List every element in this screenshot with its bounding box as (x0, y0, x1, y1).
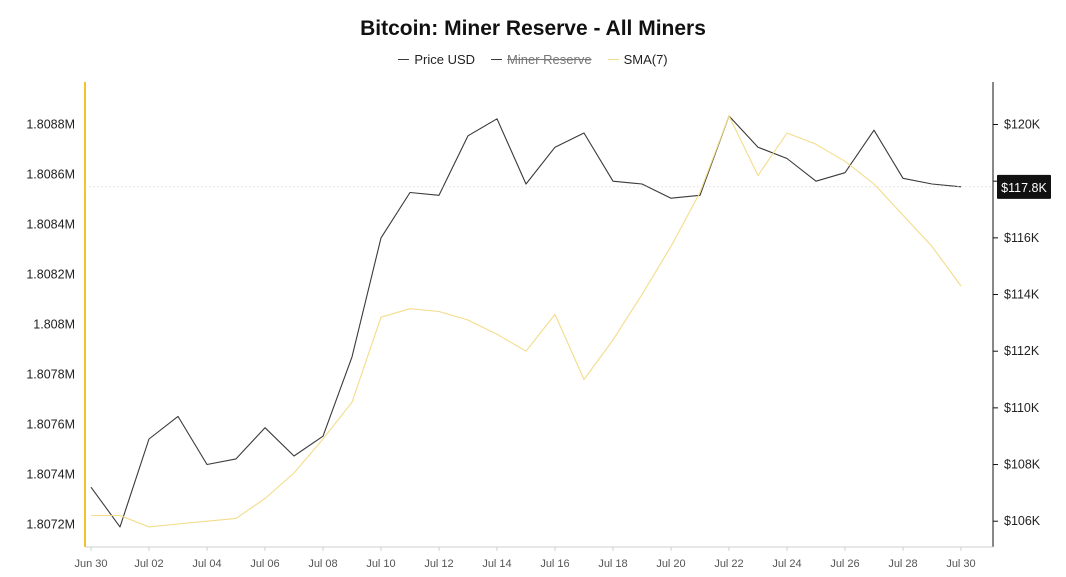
x-tick-label: Jul 02 (134, 558, 163, 570)
y-left-tick-label: 1.8084M (26, 218, 75, 232)
y-right-tick-label: $116K (1004, 231, 1040, 245)
legend-item-miner-reserve[interactable]: Miner Reserve (491, 52, 592, 67)
legend: Price USD Miner Reserve SMA(7) (0, 52, 1066, 67)
y-left-tick-label: 1.8072M (26, 518, 75, 532)
y-right-tick-label: $106K (1004, 514, 1041, 528)
x-tick-label: Jul 08 (308, 558, 337, 570)
x-tick-label: Jul 14 (482, 558, 511, 570)
x-tick-label: Jul 26 (830, 558, 859, 570)
y-right-tick-label: $112K (1004, 344, 1040, 358)
y-right-tick-label: $110K (1004, 401, 1040, 415)
y-right-tick-label: $114K (1004, 288, 1040, 302)
x-tick-label: Jul 20 (656, 558, 685, 570)
y-left-tick-label: 1.8074M (26, 468, 75, 482)
series-line-price-usd (90, 115, 962, 528)
y-right-tick-label: $120K (1004, 118, 1041, 132)
legend-swatch-sma (607, 59, 619, 60)
x-tick-label: Jul 30 (946, 558, 975, 570)
x-tick-label: Jul 06 (250, 558, 279, 570)
legend-label-miner-reserve: Miner Reserve (507, 52, 592, 67)
legend-label-price: Price USD (414, 52, 476, 67)
legend-label-sma: SMA(7) (623, 52, 668, 67)
y-left-tick-label: 1.8086M (26, 168, 75, 182)
y-right-tick-label: $108K (1004, 458, 1041, 472)
legend-item-price[interactable]: Price USD (398, 52, 475, 67)
legend-swatch-price (398, 59, 410, 60)
x-tick-label: Jul 04 (192, 558, 221, 570)
x-tick-label: Jul 28 (888, 558, 917, 570)
x-tick-label: Jul 12 (424, 558, 453, 570)
x-tick-label: Jul 10 (366, 558, 395, 570)
y-left-tick-label: 1.8082M (26, 268, 75, 282)
x-tick-label: Jul 22 (714, 558, 743, 570)
current-price-label: $117.8K (1001, 181, 1047, 195)
legend-item-sma[interactable]: SMA(7) (607, 52, 668, 67)
legend-swatch-miner-reserve (491, 59, 503, 60)
y-left-tick-label: 1.8078M (26, 368, 75, 382)
chart-title: Bitcoin: Miner Reserve - All Miners (360, 17, 706, 40)
series-line-sma-7 (91, 115, 962, 528)
x-tick-label: Jul 16 (540, 558, 569, 570)
x-tick-label: Jul 24 (772, 558, 801, 570)
x-tick-label: Jun 30 (74, 558, 107, 570)
current-price-badge (997, 174, 1051, 199)
y-left-tick-label: 1.808M (33, 318, 75, 332)
y-left-tick-label: 1.8088M (26, 118, 75, 132)
y-left-tick-label: 1.8076M (26, 418, 75, 432)
x-tick-label: Jul 18 (598, 558, 627, 570)
